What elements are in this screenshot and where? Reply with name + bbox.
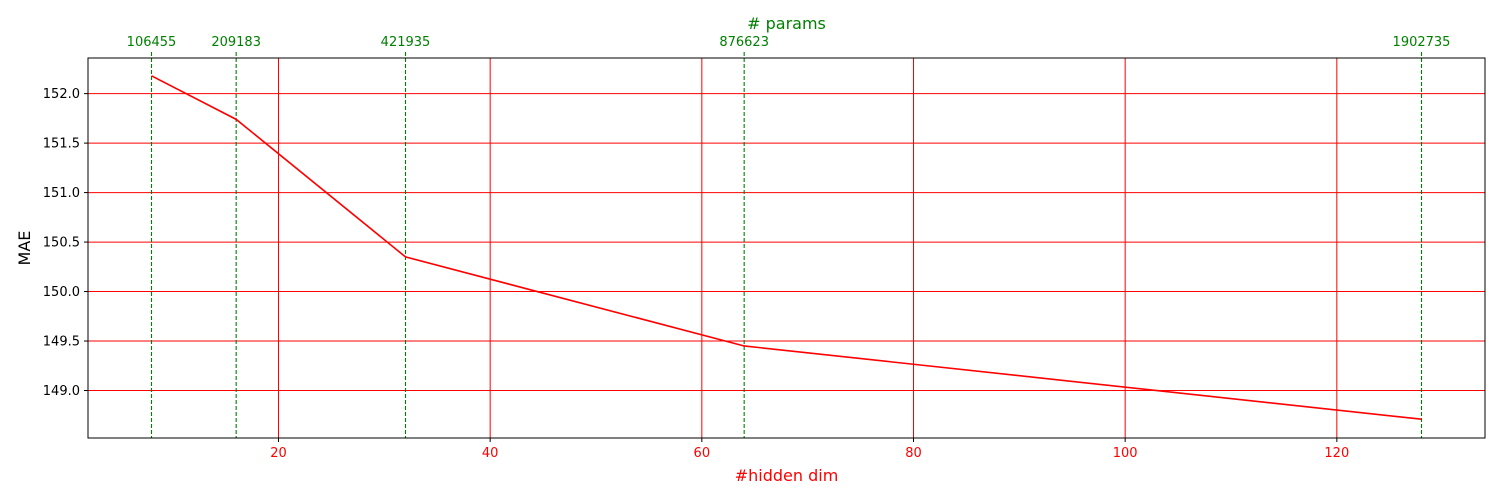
param-label-layer: 106455 209183 421935 876623 1902735 <box>127 35 1451 50</box>
x-tick-label: 60 <box>694 446 711 461</box>
y-tick-label: 150.5 <box>43 236 80 251</box>
y-tick-label: 150.0 <box>43 285 80 300</box>
top-axis-title: # params <box>747 14 826 33</box>
x-tick-layer: 20 40 60 80 100 120 <box>270 438 1349 461</box>
x-axis-title: #hidden dim <box>735 466 839 485</box>
y-tick-label: 151.5 <box>43 137 80 152</box>
y-tick-label: 151.0 <box>43 186 80 201</box>
param-count-label: 106455 <box>127 35 177 50</box>
param-count-label: 209183 <box>211 35 261 50</box>
x-tick-label: 120 <box>1324 446 1349 461</box>
param-count-label: 876623 <box>719 35 769 50</box>
x-tick-label: 100 <box>1113 446 1138 461</box>
param-marker-layer <box>150 52 1423 438</box>
y-tick-label: 149.5 <box>43 335 80 350</box>
mae-series-line <box>151 75 1422 420</box>
y-tick-label: 152.0 <box>43 87 80 102</box>
param-count-label: 421935 <box>381 35 431 50</box>
x-tick-label: 80 <box>905 446 922 461</box>
y-tick-label: 149.0 <box>43 384 80 399</box>
y-axis-title: MAE <box>15 231 34 266</box>
param-count-label: 1902735 <box>1393 35 1451 50</box>
series-layer <box>151 75 1422 420</box>
x-tick-label: 40 <box>482 446 499 461</box>
plot-frame <box>87 57 1486 439</box>
grid-layer <box>88 58 1485 438</box>
y-tick-layer: 149.0 149.5 150.0 150.5 151.0 151.5 152.0 <box>43 87 88 399</box>
x-tick-label: 20 <box>270 446 287 461</box>
